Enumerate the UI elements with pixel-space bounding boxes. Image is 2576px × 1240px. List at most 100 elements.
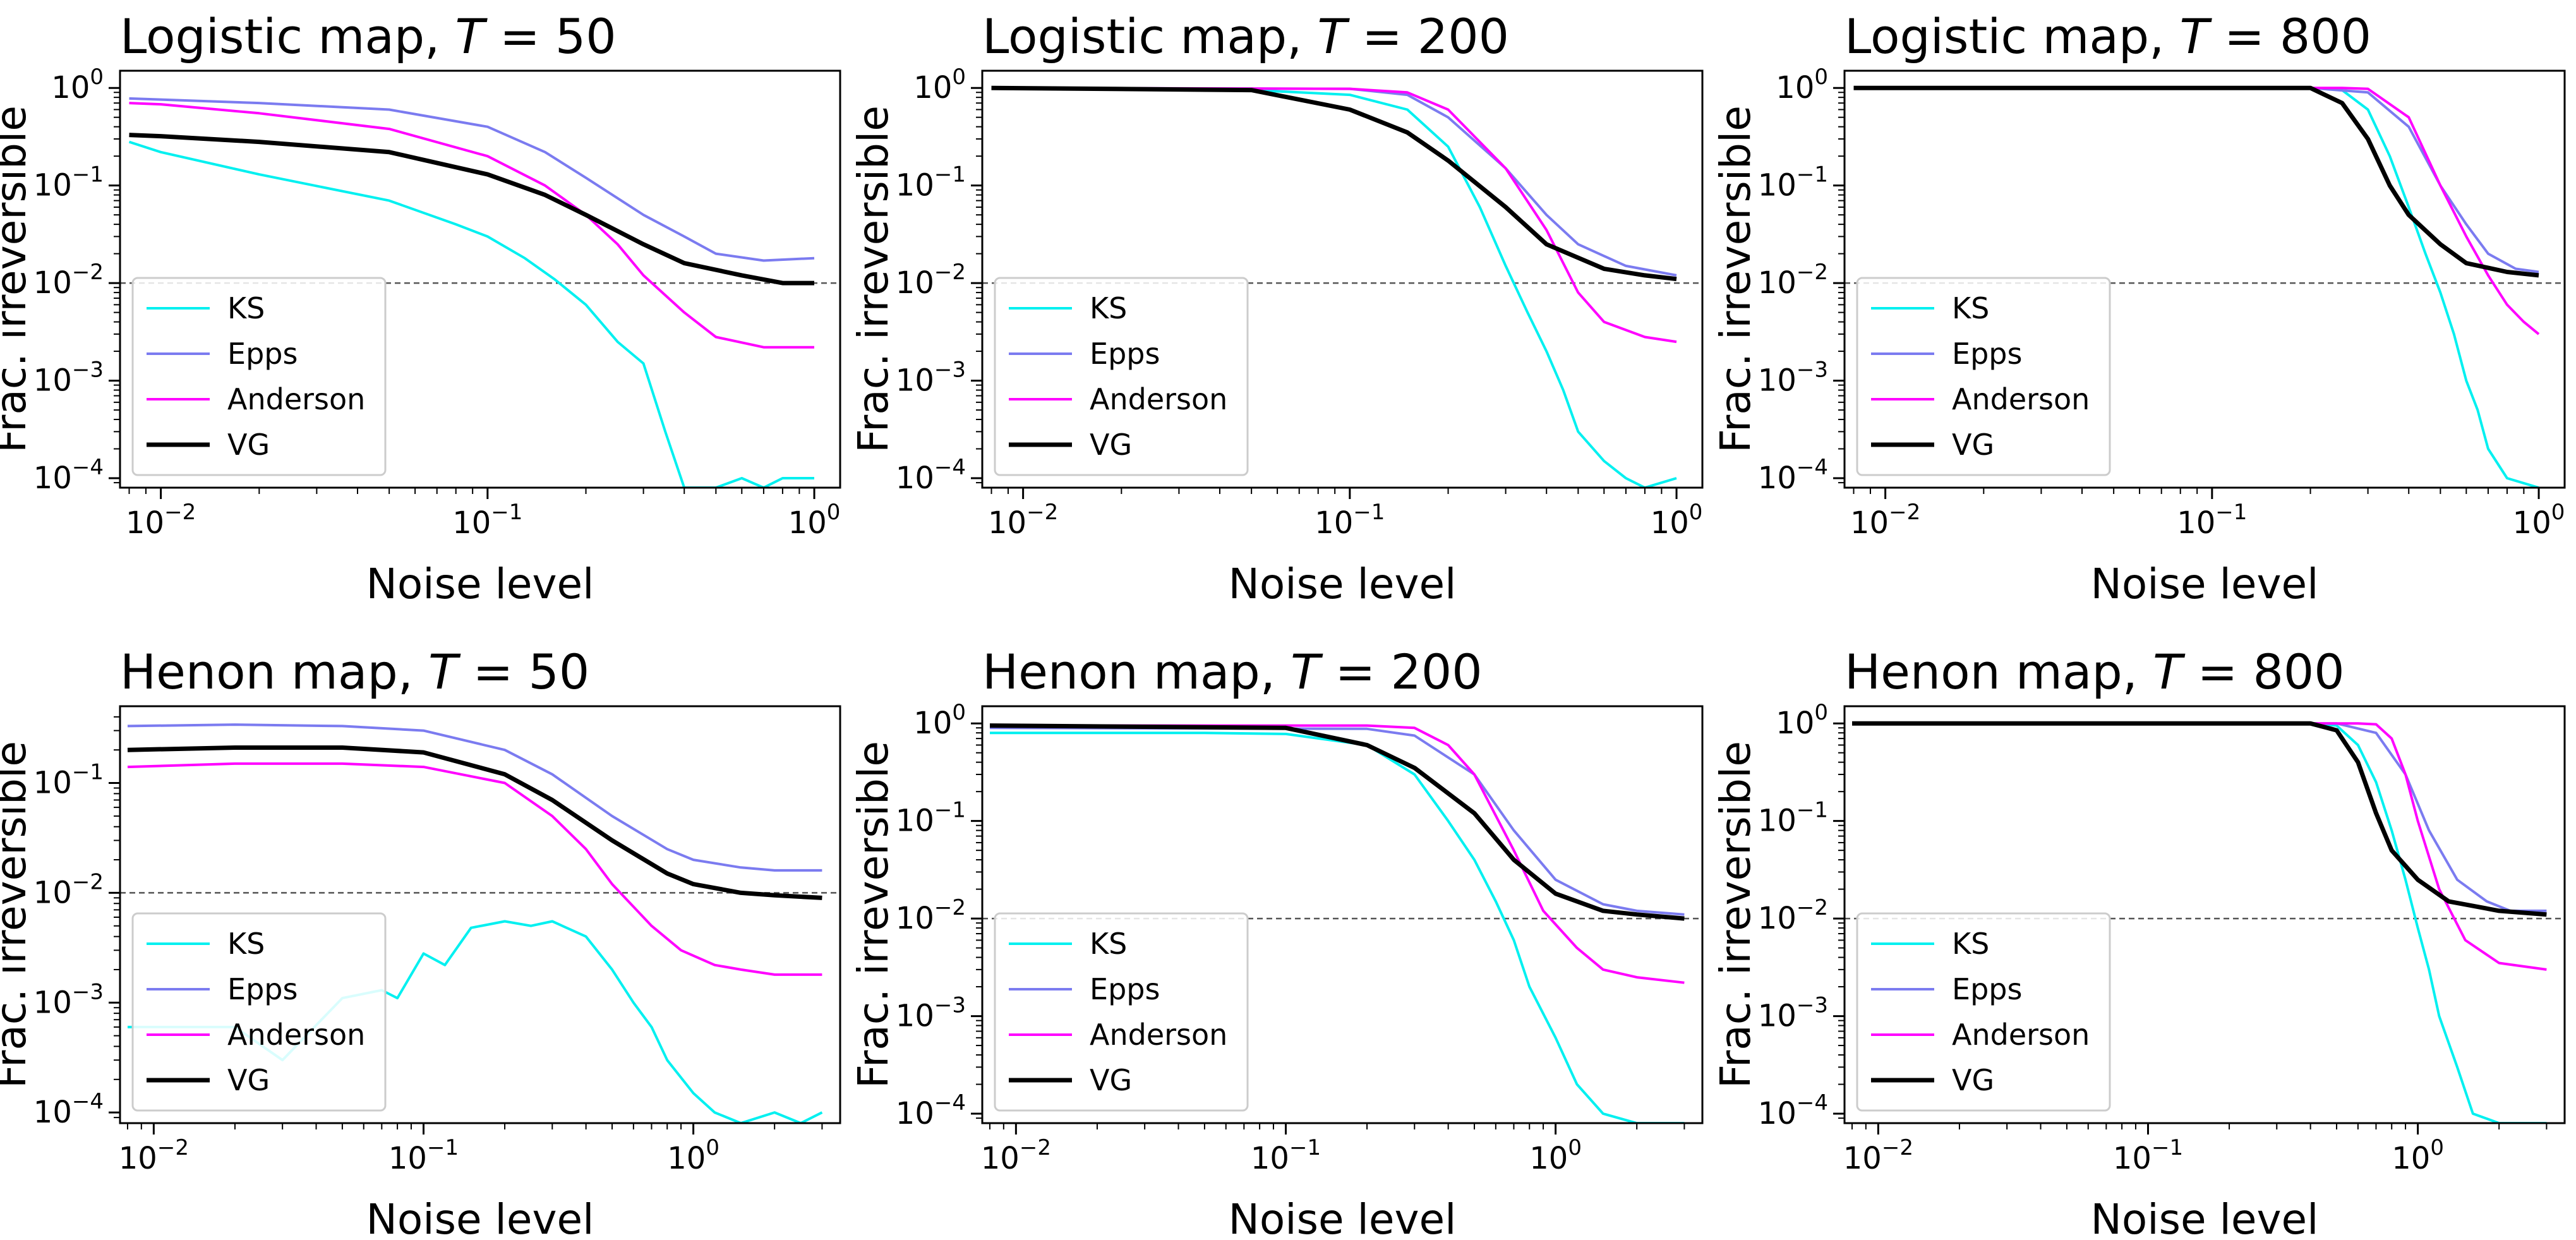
legend: KS Epps Anderson VG	[1856, 912, 2111, 1112]
tick-base: 10	[896, 265, 934, 301]
tick-base: 10	[2513, 505, 2551, 541]
tick-exponent: −3	[934, 358, 966, 383]
tick-exponent: −1	[934, 162, 966, 188]
series-line-vg	[1853, 85, 2539, 278]
x-tick-label: 10−2	[1850, 500, 1920, 541]
tick-base: 10	[33, 168, 72, 203]
series-line-ks	[1853, 87, 2539, 488]
series-line-ks	[1852, 722, 2547, 1123]
series-line-epps	[1852, 722, 2547, 912]
tick-base: 10	[33, 363, 72, 399]
y-tick-label: 10−1	[33, 162, 104, 203]
x-tick-label: 10−2	[988, 500, 1058, 541]
legend-label: VG	[1952, 428, 1994, 462]
tick-base: 10	[896, 1096, 934, 1131]
title-equation: = 50	[485, 8, 617, 64]
tick-exponent: 0	[2430, 1135, 2444, 1160]
series-line-epps	[127, 723, 822, 872]
y-tick-label: 10−2	[33, 869, 104, 910]
panel-title: Logistic map, T = 800	[1845, 8, 2371, 64]
panel-6: Henon map, T = 800 Noise level Frac. irrev…	[1711, 644, 2566, 1240]
axes-frame	[119, 705, 841, 1124]
y-tick-label: 10−4	[896, 455, 966, 496]
legend-box	[1856, 277, 2111, 476]
x-tick-label: 10−2	[126, 500, 196, 541]
tick-exponent: −3	[1797, 993, 1828, 1018]
legend-label: KS	[1090, 927, 1127, 961]
tick-exponent: −3	[72, 979, 104, 1004]
tick-exponent: −1	[1797, 798, 1828, 823]
series-line-ks	[128, 140, 814, 488]
tick-base: 10	[1850, 505, 1889, 541]
y-tick-label: 10−2	[33, 260, 104, 301]
panel-5: Henon map, T = 200 Noise level Frac. irrev…	[849, 644, 1704, 1240]
legend-label: Anderson	[1090, 1018, 1227, 1052]
tick-exponent: −2	[1882, 1135, 1913, 1160]
series-group	[1852, 721, 2547, 1123]
panel-title: Henon map, T = 50	[120, 644, 589, 700]
x-axis-label: Noise level	[2090, 560, 2318, 608]
x-axis-label: Noise level	[366, 1195, 594, 1240]
tick-base: 10	[126, 505, 164, 541]
title-prefix: Logistic map,	[982, 8, 1317, 64]
x-axis-label: Noise level	[366, 560, 594, 608]
legend-label: Epps	[1952, 337, 2022, 371]
tick-base: 10	[788, 505, 827, 541]
title-equation: = 800	[2182, 644, 2345, 700]
tick-base: 10	[1776, 706, 1814, 741]
x-axis-label: Noise level	[1228, 560, 1456, 608]
tick-exponent: −4	[72, 455, 104, 480]
series-line-vg	[129, 133, 814, 286]
y-axis-label: Frac. irreversible	[849, 741, 898, 1088]
tick-base: 10	[667, 1141, 706, 1176]
tick-base: 10	[896, 901, 934, 936]
title-variable: T	[2179, 8, 2212, 64]
series-group	[991, 85, 1677, 488]
title-prefix: Henon map,	[982, 644, 1291, 700]
tick-base: 10	[33, 460, 72, 496]
legend-label: KS	[1952, 291, 1989, 325]
series-line-anderson	[991, 87, 1677, 344]
y-tick-label: 10−1	[896, 162, 966, 203]
tick-exponent: −3	[934, 993, 966, 1018]
x-tick-label: 10−2	[119, 1135, 189, 1176]
legend-label: KS	[227, 927, 265, 961]
tick-exponent: −1	[934, 798, 966, 823]
x-tick-label: 10−1	[388, 1135, 459, 1176]
tick-exponent: −4	[934, 1090, 966, 1116]
y-axis-label: Frac. irreversible	[849, 105, 898, 453]
legend-label: Epps	[227, 972, 298, 1006]
y-tick-label: 10−4	[33, 1089, 104, 1130]
y-tick-label: 100	[913, 700, 966, 741]
panel-title: Logistic map, T = 50	[120, 8, 617, 64]
legend-box	[1856, 912, 2111, 1112]
y-axis-label: Frac. irreversible	[1711, 105, 1760, 453]
series-line-epps	[991, 87, 1677, 277]
tick-base: 10	[1651, 505, 1689, 541]
tick-exponent: −4	[1797, 1090, 1828, 1116]
y-tick-label: 10−4	[33, 455, 104, 496]
tick-exponent: −2	[157, 1135, 189, 1160]
tick-base: 10	[913, 70, 952, 105]
tick-exponent: −2	[1026, 500, 1058, 525]
tick-base: 10	[452, 505, 491, 541]
x-tick-label: 100	[2513, 500, 2565, 541]
y-tick-label: 10−1	[1758, 162, 1828, 203]
tick-exponent: −3	[1797, 358, 1828, 383]
axes-frame	[981, 705, 1704, 1124]
tick-exponent: 0	[952, 64, 966, 90]
x-tick-label: 100	[1651, 500, 1703, 541]
tick-base: 10	[2177, 505, 2215, 541]
panel-title: Logistic map, T = 200	[982, 8, 1509, 64]
y-tick-label: 100	[1776, 700, 1828, 741]
y-tick-label: 10−3	[33, 979, 104, 1020]
x-axis-label: Noise level	[1228, 1195, 1456, 1240]
x-tick-label: 10−1	[1315, 500, 1385, 541]
y-axis-label: Frac. irreversible	[0, 105, 35, 453]
tick-base: 10	[1758, 168, 1797, 203]
tick-base: 10	[1758, 460, 1797, 496]
tick-base: 10	[33, 985, 72, 1020]
tick-base: 10	[1758, 363, 1797, 399]
legend-box	[131, 277, 387, 476]
